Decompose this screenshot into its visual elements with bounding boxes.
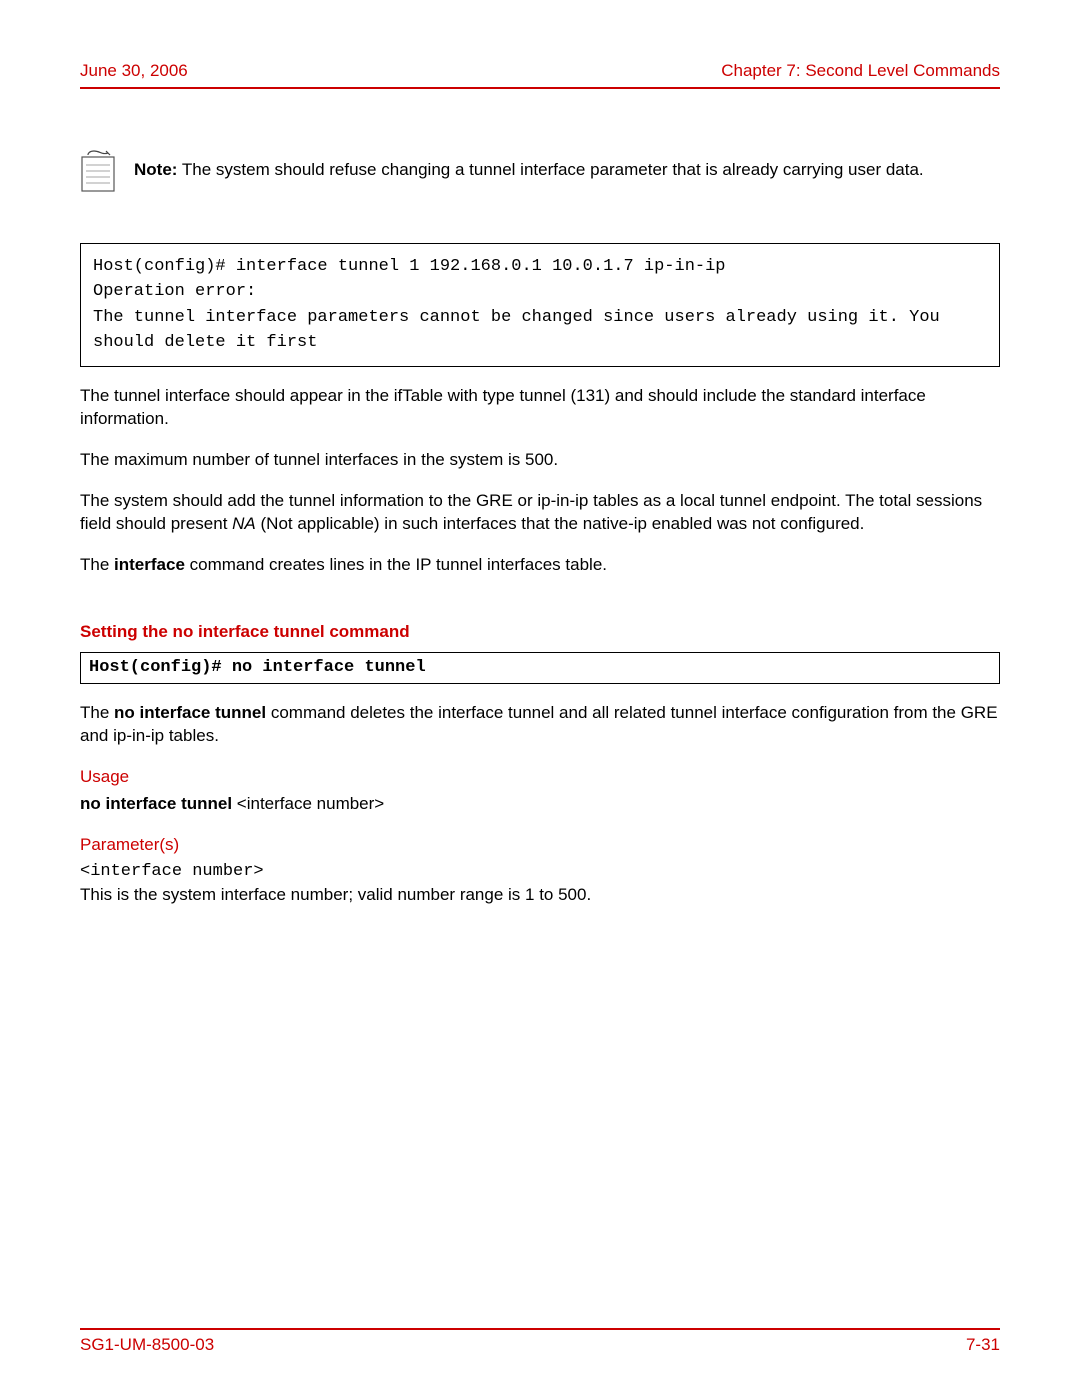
code-example-box: Host(config)# interface tunnel 1 192.168… bbox=[80, 243, 1000, 367]
no-interface-bold: no interface tunnel bbox=[114, 703, 266, 722]
footer-page-number: 7-31 bbox=[966, 1334, 1000, 1357]
usage-heading: Usage bbox=[80, 766, 1000, 789]
section-heading-no-interface: Setting the no interface tunnel command bbox=[80, 621, 1000, 644]
interface-bold: interface bbox=[114, 555, 185, 574]
note-label: Note: bbox=[134, 160, 177, 179]
header-date: June 30, 2006 bbox=[80, 60, 188, 83]
header-chapter: Chapter 7: Second Level Commands bbox=[721, 60, 1000, 83]
parameters-heading: Parameter(s) bbox=[80, 834, 1000, 857]
note-body: The system should refuse changing a tunn… bbox=[177, 160, 923, 179]
page-footer: SG1-UM-8500-03 7-31 bbox=[80, 1328, 1000, 1357]
notepad-icon bbox=[80, 149, 116, 193]
parameter-description: This is the system interface number; val… bbox=[80, 884, 1000, 907]
parameter-name: <interface number> bbox=[80, 861, 1000, 884]
na-text: NA bbox=[232, 514, 256, 533]
document-page: June 30, 2006 Chapter 7: Second Level Co… bbox=[0, 0, 1080, 1397]
command-syntax-box: Host(config)# no interface tunnel bbox=[80, 652, 1000, 685]
footer-doc-id: SG1-UM-8500-03 bbox=[80, 1334, 214, 1357]
usage-text: no interface tunnel <interface number> bbox=[80, 793, 1000, 816]
paragraph-max-tunnels: The maximum number of tunnel interfaces … bbox=[80, 449, 1000, 472]
paragraph-iftable: The tunnel interface should appear in th… bbox=[80, 385, 1000, 431]
paragraph-interface-cmd: The interface command creates lines in t… bbox=[80, 554, 1000, 577]
note-block: Note: The system should refuse changing … bbox=[80, 149, 1000, 193]
note-text: Note: The system should refuse changing … bbox=[134, 149, 924, 182]
section-description: The no interface tunnel command deletes … bbox=[80, 702, 1000, 748]
paragraph-gre-info: The system should add the tunnel informa… bbox=[80, 490, 1000, 536]
page-header: June 30, 2006 Chapter 7: Second Level Co… bbox=[80, 60, 1000, 89]
